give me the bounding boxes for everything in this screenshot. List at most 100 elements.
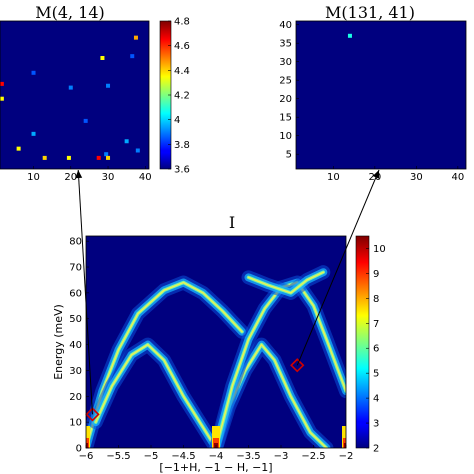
panel-1-cell bbox=[16, 146, 21, 151]
panel-2-x-tick-label: 10 bbox=[327, 172, 340, 183]
main-dispersion-branches bbox=[86, 265, 346, 448]
panel-m-4-14: M(4, 14) 10 20 30 40 4.8 4.6 4.4 4.2 4 3.8 3.6 bbox=[0, 3, 190, 183]
main-x-ticks: −6 −5.5 −5 −4.5 −4 −3.5 −3 −2.5 −2 bbox=[79, 445, 354, 462]
panel-1-colorbar-tick-label: 3.6 bbox=[174, 165, 190, 176]
panel-2-y-tick-label: 5 bbox=[286, 150, 292, 161]
main-y-tick-label: 80 bbox=[69, 237, 82, 248]
panel-1-colorbar-tick-label: 4 bbox=[174, 115, 180, 126]
main-x-tick-label: −2 bbox=[339, 451, 354, 462]
main-x-tick-label: −6 bbox=[79, 451, 94, 462]
panel-1-cell bbox=[100, 56, 105, 60]
panel-2-y-tick-label: 25 bbox=[279, 76, 292, 87]
panel-1-plot-area bbox=[0, 21, 149, 169]
panel-m-131-41: M(131, 41) 10 20 30 40 5 10 15 20 25 30 35 40 bbox=[279, 3, 467, 183]
main-colorbar-tick-label: 7 bbox=[373, 319, 379, 330]
panel-1-cell bbox=[96, 155, 101, 160]
panel-1-cell bbox=[83, 118, 88, 123]
connector-arrows bbox=[75, 169, 380, 415]
panel-2-cell bbox=[347, 33, 352, 38]
panel-2-x-ticks: 10 20 30 40 bbox=[327, 166, 464, 183]
main-y-tick-label: 70 bbox=[69, 263, 82, 274]
main-y-tick-label: 20 bbox=[69, 392, 82, 403]
panel-1-cell bbox=[130, 54, 135, 59]
main-colorbar-tick-label: 2 bbox=[373, 444, 379, 455]
panel-2-plot-area bbox=[296, 21, 466, 169]
connector-arrow-head bbox=[75, 170, 83, 179]
panel-1-colorbar-tick-label: 4.2 bbox=[174, 91, 190, 102]
main-y-tick-label: 30 bbox=[69, 366, 82, 377]
main-colorbar-tick-label: 4 bbox=[373, 394, 379, 405]
dispersion-branch bbox=[95, 343, 217, 448]
panel-1-cell bbox=[133, 35, 138, 40]
connector-arrow-line bbox=[77, 169, 93, 415]
panel-1-cell bbox=[106, 83, 111, 88]
main-x-tick-label: −3.5 bbox=[236, 451, 260, 462]
hotspot-peak bbox=[86, 443, 88, 448]
main-x-tick-label: −5 bbox=[144, 451, 159, 462]
connector-arrow-head bbox=[372, 170, 380, 179]
panel-1-cell bbox=[31, 70, 36, 75]
main-colorbar-tick-label: 3 bbox=[373, 419, 379, 430]
panel-1-cell bbox=[66, 155, 71, 160]
main-x-tick-label: −4.5 bbox=[171, 451, 195, 462]
panel-1-cells bbox=[0, 35, 140, 160]
hotspot-glow bbox=[212, 426, 220, 448]
panel-1-x-tick-label: 20 bbox=[64, 172, 77, 183]
dispersion-branch bbox=[86, 281, 243, 448]
main-colorbar-tick-label: 8 bbox=[373, 294, 379, 305]
panel-2-y-tick-label: 20 bbox=[279, 94, 292, 105]
panel-1-cell bbox=[106, 155, 111, 160]
marker-diamond bbox=[85, 407, 100, 422]
panel-1-title: M(4, 14) bbox=[35, 3, 105, 22]
panel-2-y-tick-label: 30 bbox=[279, 57, 292, 68]
connector-arrow-line bbox=[296, 169, 380, 366]
main-y-tick-label: 0 bbox=[76, 444, 82, 455]
main-x-tick-label: −3 bbox=[274, 451, 289, 462]
main-y-tick-label: 40 bbox=[69, 340, 82, 351]
panel-1-cell bbox=[68, 85, 73, 90]
panel-2-x-tick-label: 30 bbox=[410, 172, 423, 183]
panel-1-cell bbox=[0, 96, 4, 101]
panel-2-x-tick-label: 40 bbox=[451, 172, 464, 183]
panel-main: I −6 −5.5 −5 −4.5 −4 −3.5 −3 −2.5 −2 01020304050… bbox=[52, 213, 386, 474]
panel-2-y-tick-label: 15 bbox=[279, 113, 292, 124]
panel-1-colorbar-ticks: 4.8 4.6 4.4 4.2 4 3.8 3.6 bbox=[168, 17, 190, 176]
panel-1-cell bbox=[0, 81, 4, 86]
panel-2-y-tick-label: 35 bbox=[279, 39, 292, 50]
panel-1-cell bbox=[104, 152, 109, 157]
panel-2-title: M(131, 41) bbox=[325, 3, 415, 22]
panel-2-y-tick-label: 10 bbox=[279, 131, 292, 142]
hotspot-glow bbox=[342, 426, 346, 448]
main-y-ticks: 0 10 20 30 40 50 60 70 80 bbox=[69, 237, 89, 455]
main-x-tick-label: −5.5 bbox=[106, 451, 130, 462]
main-x-tick-label: −2.5 bbox=[301, 451, 325, 462]
panel-1-colorbar-tick-label: 4.6 bbox=[174, 41, 190, 52]
panel-2-y-ticks: 5 10 15 20 25 30 35 40 bbox=[279, 20, 299, 161]
main-colorbar-tick-label: 9 bbox=[373, 269, 379, 280]
main-colorbar-tick-label: 6 bbox=[373, 344, 379, 355]
main-x-tick-label: −4 bbox=[209, 451, 224, 462]
dispersion-branch bbox=[247, 271, 324, 294]
main-y-axis-label: Energy (meV) bbox=[52, 304, 65, 380]
marker-diamond bbox=[290, 358, 305, 373]
panel-1-cell bbox=[31, 131, 36, 136]
panel-1-colorbar-tick-label: 3.8 bbox=[174, 140, 190, 151]
main-colorbar-tick-label: 10 bbox=[373, 244, 386, 255]
panel-1-cell bbox=[135, 148, 140, 153]
main-x-axis-label: [−1+H, −1 − H, −1] bbox=[159, 461, 272, 474]
panel-2-x-tick-label: 20 bbox=[368, 172, 381, 183]
main-colorbar-ticks: 10 9 8 7 6 5 4 3 2 bbox=[366, 244, 386, 455]
main-y-tick-label: 10 bbox=[69, 418, 82, 429]
hotspot-glow bbox=[86, 426, 90, 448]
hotspot-peak bbox=[344, 443, 346, 448]
main-y-tick-label: 50 bbox=[69, 314, 82, 325]
panel-1-x-tick-label: 40 bbox=[139, 172, 152, 183]
panel-1-colorbar-tick-label: 4.4 bbox=[174, 66, 190, 77]
panel-1-x-tick-label: 10 bbox=[27, 172, 40, 183]
panel-2-cells bbox=[347, 33, 352, 38]
panel-1-x-tick-label: 30 bbox=[102, 172, 115, 183]
panel-1-cell bbox=[42, 155, 47, 160]
panel-1-cell bbox=[124, 139, 129, 144]
main-markers bbox=[85, 358, 305, 422]
